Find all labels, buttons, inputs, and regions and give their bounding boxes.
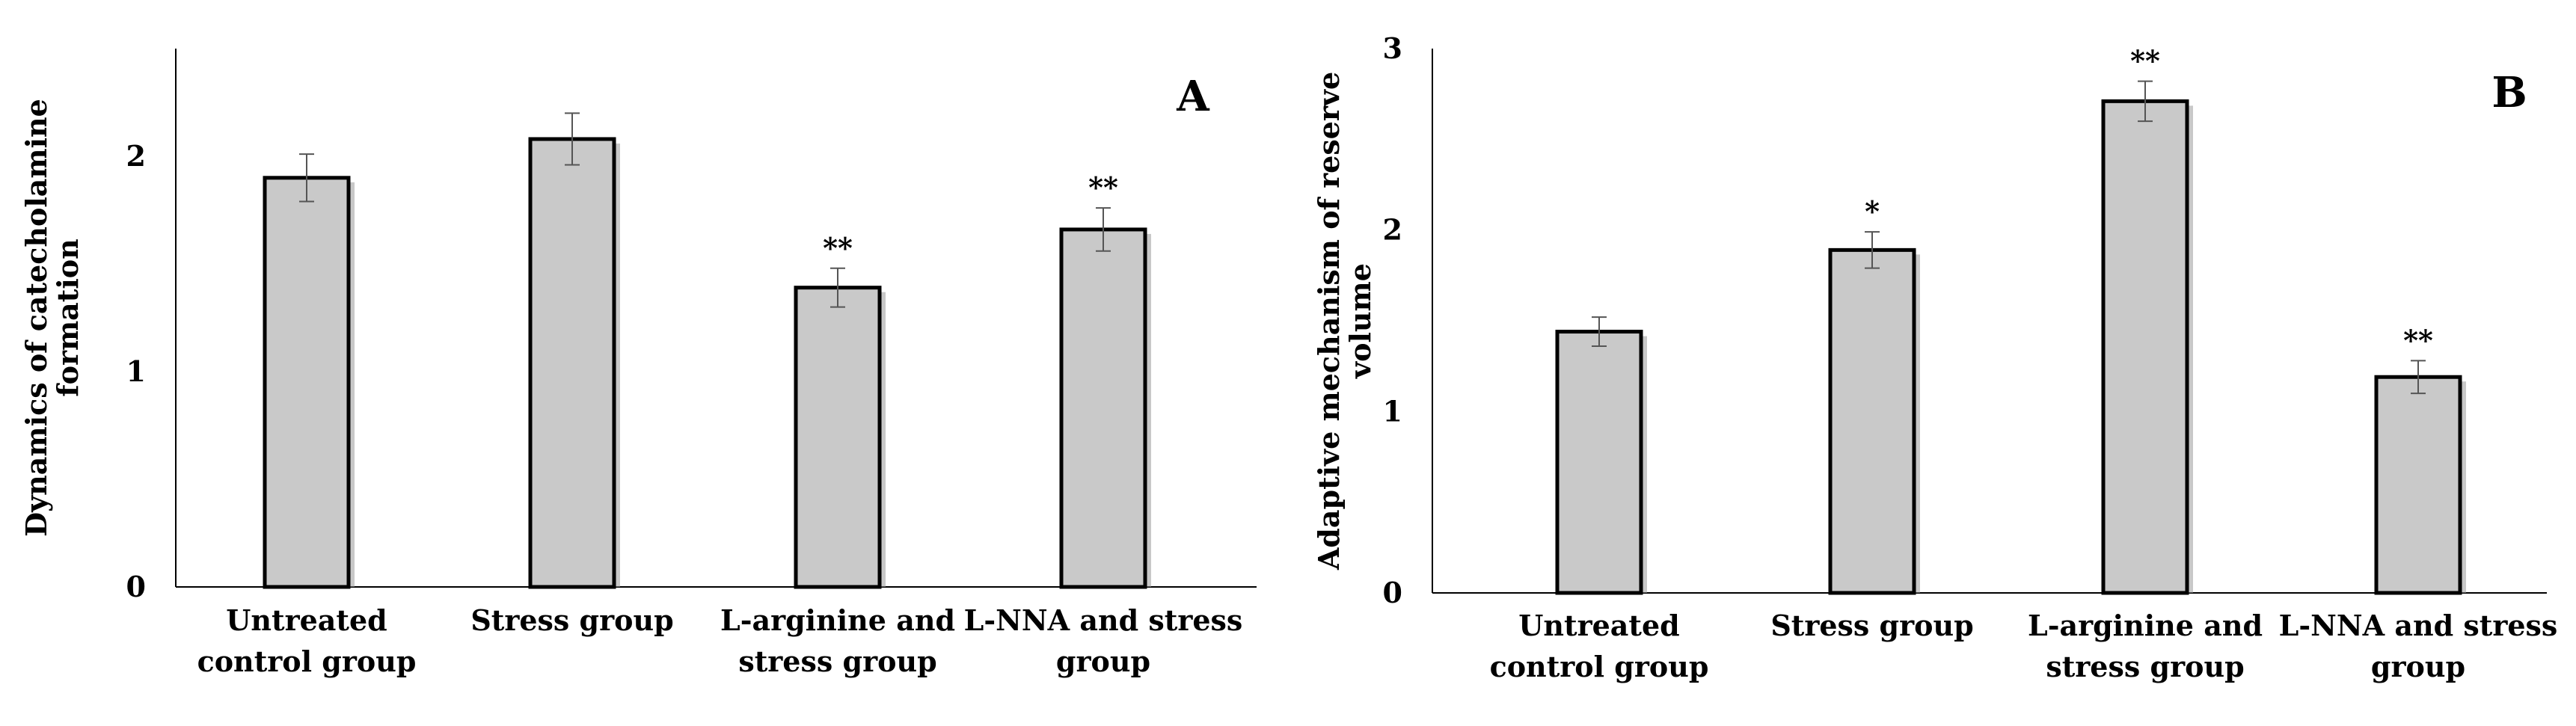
y-tick-label: 1 bbox=[1383, 394, 1402, 428]
category-label-line: group bbox=[1056, 645, 1150, 678]
category-label: L-arginine and stress group bbox=[720, 603, 955, 678]
significance-marker: ** bbox=[2130, 44, 2160, 78]
y-tick-label: 2 bbox=[1383, 213, 1402, 247]
category-label: Untreated control group bbox=[1490, 609, 1709, 683]
y-axis-label: Adaptive mechanism of reservevolume bbox=[1312, 72, 1377, 570]
category-label: L-arginine and stress group bbox=[2028, 609, 2263, 683]
significance-marker: ** bbox=[823, 231, 853, 265]
bar bbox=[1059, 227, 1147, 589]
bar bbox=[528, 137, 616, 589]
category-label: Stress group bbox=[470, 603, 673, 637]
category-label-line: stress group bbox=[738, 645, 936, 678]
y-axis-label-line: volume bbox=[1343, 263, 1377, 379]
category-label-line: L-arginine and bbox=[2028, 609, 2263, 642]
category-label-line: Stress group bbox=[470, 603, 673, 637]
bar bbox=[2374, 375, 2462, 595]
category-label: Untreated control group bbox=[197, 603, 417, 678]
significance-marker: ** bbox=[2403, 323, 2433, 357]
category-label-line: group bbox=[2371, 650, 2465, 683]
category-label: L-NNA and stress group bbox=[2279, 609, 2558, 683]
bar bbox=[1828, 247, 1916, 595]
bar bbox=[1555, 330, 1643, 595]
significance-marker: ** bbox=[1088, 170, 1118, 204]
bar bbox=[263, 176, 351, 589]
panel-label: B bbox=[2491, 68, 2527, 117]
y-tick-label: 1 bbox=[126, 354, 146, 388]
category-label: L-NNA and stress group bbox=[964, 603, 1243, 678]
bar bbox=[794, 286, 882, 589]
y-axis-label: Dynamics of catecholamineformation bbox=[19, 99, 85, 537]
category-label-line: stress group bbox=[2046, 650, 2244, 683]
category-label-line: L-NNA and stress bbox=[2279, 609, 2558, 642]
category-label-line: Stress group bbox=[1770, 609, 1973, 642]
panel-label: A bbox=[1176, 72, 1210, 121]
y-axis-label-line: formation bbox=[51, 239, 85, 397]
category-label-line: Untreated bbox=[1518, 609, 1679, 642]
category-label-line: control group bbox=[1490, 650, 1709, 683]
category-label-line: control group bbox=[197, 645, 417, 678]
chart-panel-a: 0 1 2 Dynamics of catecholamineformation A Un… bbox=[19, 49, 1257, 678]
y-tick-label: 2 bbox=[126, 139, 146, 173]
category-label-line: Untreated bbox=[226, 603, 387, 637]
y-tick-label: 3 bbox=[1383, 31, 1402, 65]
y-axis-label-line: Dynamics of catecholamine bbox=[19, 99, 53, 537]
bar bbox=[2101, 99, 2189, 595]
y-axis-label-line: Adaptive mechanism of reserve bbox=[1312, 72, 1346, 570]
y-tick-label: 0 bbox=[126, 570, 146, 603]
category-label: Stress group bbox=[1770, 609, 1973, 642]
y-tick-label: 0 bbox=[1383, 576, 1402, 609]
category-label-line: L-arginine and bbox=[720, 603, 955, 637]
significance-marker: * bbox=[1865, 194, 1880, 228]
category-label-line: L-NNA and stress bbox=[964, 603, 1243, 637]
